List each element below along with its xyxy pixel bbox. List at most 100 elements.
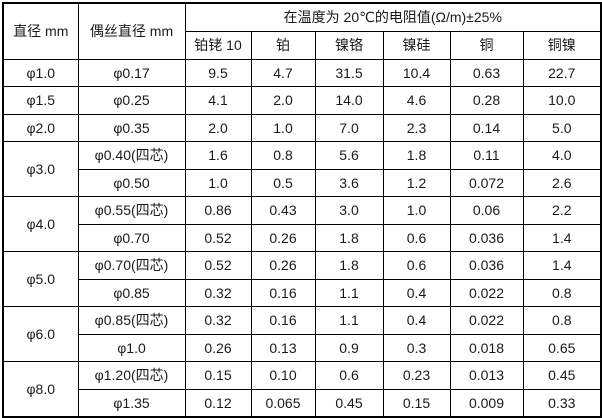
wire-diameter-header: 偶丝直径 mm [77,2,186,60]
value-cell: 0.23 [382,361,451,390]
value-cell: 0.065 [250,388,316,417]
value-cell: 0.6 [382,251,451,280]
value-cell: 1.0 [250,113,316,142]
wire-diameter-cell: φ1.35 [77,388,186,417]
value-cell: 14.0 [314,86,384,115]
diameter-cell: φ1.0 [2,58,79,87]
value-cell: 0.018 [449,333,524,362]
diameter-cell: φ4.0 [2,196,79,252]
value-cell: 0.26 [184,333,252,362]
value-cell: 1.8 [382,141,451,170]
value-cell: 1.1 [314,306,384,335]
value-cell: 4.1 [184,86,252,115]
value-cell: 0.6 [382,223,451,252]
value-cell: 0.45 [314,388,384,417]
wire-diameter-cell: φ0.25 [77,86,186,115]
value-cell: 1.8 [314,251,384,280]
value-cell: 2.6 [522,168,602,197]
value-cell: 0.13 [250,333,316,362]
value-cell: 0.16 [250,278,316,307]
value-cell: 0.52 [184,251,252,280]
table-row: φ6.0 φ0.85(四芯) 0.32 0.16 1.1 0.4 0.022 0… [2,306,602,362]
value-cell: 0.10 [250,361,316,390]
value-cell: 0.33 [522,388,602,417]
table-row: φ1.0 φ0.17 9.5 4.7 31.5 10.4 0.63 22.7 [2,58,602,87]
value-cell: 4.7 [250,58,316,87]
value-cell: 10.0 [522,86,602,115]
value-cell: 0.52 [184,223,252,252]
value-cell: 1.0 [184,168,252,197]
material-header-nicr: 镍铬 [314,30,384,60]
value-cell: 3.6 [314,168,384,197]
table-row: φ4.0 φ0.55(四芯) 0.86 0.43 3.0 1.0 0.06 2.… [2,196,602,252]
value-cell: 1.6 [184,141,252,170]
value-cell: 5.6 [314,141,384,170]
value-cell: 0.8 [522,306,602,335]
value-cell: 0.14 [449,113,524,142]
value-cell: 0.072 [449,168,524,197]
value-cell: 1.2 [382,168,451,197]
wire-diameter-cell: φ0.70(四芯) [77,251,186,280]
value-cell: 0.63 [449,58,524,87]
diameter-cell: φ6.0 [2,306,79,362]
value-cell: 0.3 [382,333,451,362]
value-cell: 0.5 [250,168,316,197]
value-cell: 0.009 [449,388,524,417]
value-cell: 0.4 [382,306,451,335]
value-cell: 7.0 [314,113,384,142]
value-cell: 0.86 [184,196,252,225]
value-cell: 2.0 [184,113,252,142]
value-cell: 0.4 [382,278,451,307]
value-cell: 0.26 [250,223,316,252]
value-cell: 0.15 [184,361,252,390]
table-row: φ1.0 0.26 0.13 0.9 0.3 0.018 0.65 [3,333,602,362]
value-cell: 4.0 [522,141,602,170]
wire-diameter-cell: φ0.70 [77,223,186,252]
material-header-ptrh10: 铂铑 10 [184,30,252,60]
value-cell: 0.8 [250,141,316,170]
diameter-cell: φ2.0 [2,113,79,142]
value-cell: 0.32 [184,306,252,335]
table-row: φ5.0 φ0.70(四芯) 0.52 0.26 1.8 0.6 0.036 1… [2,251,602,307]
material-header-cu: 铜 [449,30,524,60]
table-header: 直径 mm 偶丝直径 mm 在温度为 20℃的电阻值(Ω/m)±25% 铂铑 1… [2,2,602,60]
value-cell: 0.26 [250,251,316,280]
value-cell: 0.9 [314,333,384,362]
material-header-cuni: 铜镍 [522,30,602,60]
table-row: φ0.85 0.32 0.16 1.1 0.4 0.022 0.8 [3,278,602,307]
table-row: φ1.35 0.12 0.065 0.45 0.15 0.009 0.33 [3,388,602,417]
value-cell: 0.28 [449,86,524,115]
value-cell: 2.3 [382,113,451,142]
value-cell: 0.022 [449,306,524,335]
wire-diameter-cell: φ0.85(四芯) [77,306,186,335]
value-cell: 2.0 [250,86,316,115]
table-row: φ2.0 φ0.35 2.0 1.0 7.0 2.3 0.14 5.0 [2,113,602,142]
value-cell: 0.06 [449,196,524,225]
value-cell: 0.013 [449,361,524,390]
value-cell: 1.8 [314,223,384,252]
value-cell: 10.4 [382,58,451,87]
value-cell: 0.15 [382,388,451,417]
table-row: φ0.50 1.0 0.5 3.6 1.2 0.072 2.6 [3,168,602,197]
table-row: φ1.5 φ0.25 4.1 2.0 14.0 4.6 0.28 10.0 [2,86,602,115]
value-cell: 0.8 [522,278,602,307]
diameter-cell: φ3.0 [2,141,79,197]
wire-diameter-cell: φ0.40(四芯) [77,141,186,170]
wire-diameter-cell: φ0.50 [77,168,186,197]
value-cell: 0.036 [449,223,524,252]
material-header-nisi: 镍硅 [382,30,451,60]
value-cell: 0.65 [522,333,602,362]
wire-diameter-cell: φ0.85 [77,278,186,307]
value-cell: 1.4 [522,223,602,252]
value-cell: 0.45 [522,361,602,390]
table-body: φ1.0 φ0.17 9.5 4.7 31.5 10.4 0.63 22.7 φ… [2,58,602,417]
wire-diameter-cell: φ0.17 [77,58,186,87]
value-cell: 1.0 [382,196,451,225]
value-cell: 0.022 [449,278,524,307]
material-header-pt: 铂 [250,30,316,60]
wire-diameter-cell: φ0.35 [77,113,186,142]
value-cell: 1.4 [522,251,602,280]
value-cell: 31.5 [314,58,384,87]
